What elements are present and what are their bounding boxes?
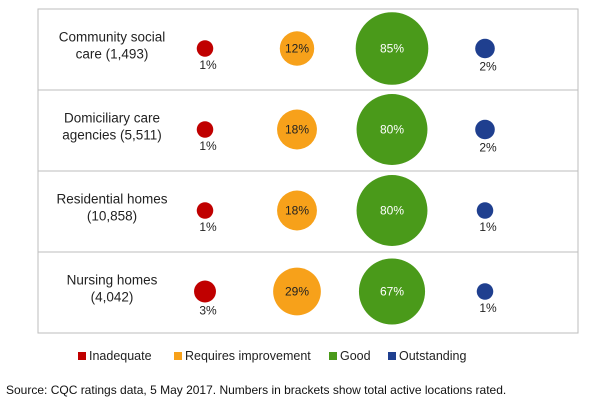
row-label: agencies (5,511) bbox=[62, 128, 162, 143]
legend-label: Good bbox=[340, 349, 371, 363]
bubble-requires-improvement bbox=[277, 190, 317, 231]
bubble-inadequate bbox=[194, 280, 216, 303]
row-label: Community social bbox=[59, 30, 166, 45]
row-label: Nursing homes bbox=[67, 273, 158, 288]
data-label: 2% bbox=[479, 140, 497, 154]
data-label: 12% bbox=[285, 42, 309, 56]
data-label: 18% bbox=[285, 123, 309, 137]
bubble-good bbox=[356, 175, 428, 246]
legend-item: Inadequate bbox=[78, 349, 152, 363]
data-label: 1% bbox=[199, 220, 217, 234]
legend: Inadequate Requires improvement Good Outsta… bbox=[78, 349, 466, 363]
legend-swatch bbox=[78, 352, 86, 360]
legend-swatch bbox=[388, 352, 396, 360]
legend-item: Good bbox=[329, 349, 371, 363]
data-label: 80% bbox=[380, 123, 404, 137]
row-label: (10,858) bbox=[87, 209, 137, 224]
bubble-outstanding bbox=[475, 38, 495, 59]
bubble-outstanding bbox=[476, 202, 494, 219]
row-label: Domiciliary care bbox=[64, 111, 160, 126]
row-label: (4,042) bbox=[91, 290, 134, 305]
row-label: care (1,493) bbox=[76, 47, 149, 62]
legend-swatch bbox=[329, 352, 337, 360]
legend-label: Requires improvement bbox=[185, 349, 311, 363]
bubble-requires-improvement bbox=[279, 31, 315, 66]
bubble-requires-improvement bbox=[277, 109, 317, 150]
data-label: 18% bbox=[285, 204, 309, 218]
data-label: 1% bbox=[479, 220, 497, 234]
bubble-outstanding bbox=[475, 119, 495, 140]
legend-label: Inadequate bbox=[89, 349, 152, 363]
legend-item: Requires improvement bbox=[174, 349, 311, 363]
data-label: 2% bbox=[479, 59, 497, 73]
bubble-good bbox=[355, 12, 429, 85]
bubble-inadequate bbox=[196, 202, 214, 219]
row-2: Domiciliary care agencies (5,511) 1% 18% 80%… bbox=[37, 89, 579, 172]
data-label: 85% bbox=[380, 42, 404, 56]
bubble-inadequate bbox=[196, 40, 214, 57]
bubble-outstanding bbox=[476, 283, 494, 300]
data-label: 1% bbox=[199, 139, 217, 153]
row-1: Community social care (1,493) 1% 12% 85% 2% bbox=[37, 8, 579, 91]
data-label: 1% bbox=[479, 301, 497, 315]
data-label: 67% bbox=[380, 285, 404, 299]
bubble-inadequate bbox=[196, 121, 214, 138]
legend-label: Outstanding bbox=[399, 349, 466, 363]
data-label: 29% bbox=[285, 285, 309, 299]
row-4: Nursing homes (4,042) 3% 29% 67% 1% bbox=[37, 251, 579, 334]
row-3: Residential homes (10,858) 1% 18% 80% 1% bbox=[37, 170, 579, 253]
data-label: 80% bbox=[380, 204, 404, 218]
legend-swatch bbox=[174, 352, 182, 360]
bubble-good bbox=[358, 258, 426, 325]
bubble-requires-improvement bbox=[273, 267, 321, 316]
bubble-good bbox=[356, 94, 428, 165]
data-label: 1% bbox=[199, 58, 217, 72]
legend-item: Outstanding bbox=[388, 349, 466, 363]
data-label: 3% bbox=[199, 303, 217, 317]
row-label: Residential homes bbox=[56, 192, 167, 207]
source-note: Source: CQC ratings data, 5 May 2017. Nu… bbox=[6, 383, 506, 397]
